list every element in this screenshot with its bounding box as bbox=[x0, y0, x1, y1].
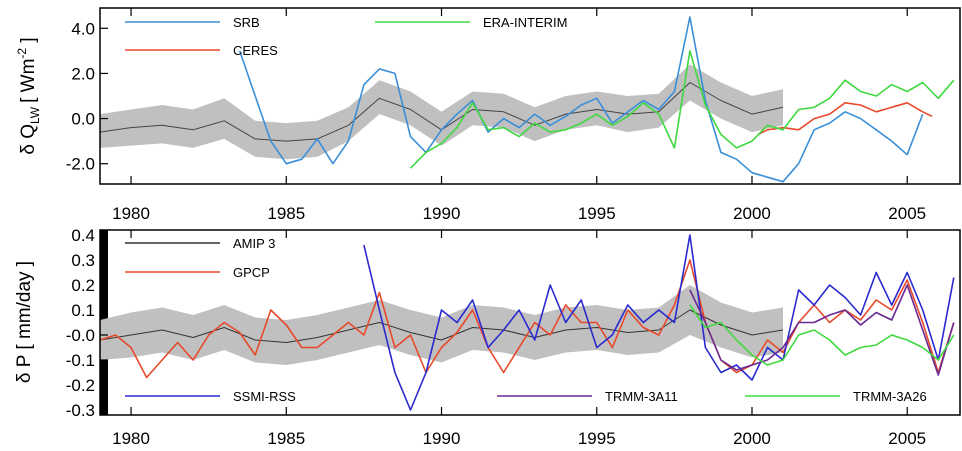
x-tick-label: 2005 bbox=[888, 429, 926, 448]
lw-series-lines bbox=[99, 16, 955, 183]
series-line-trmm26 bbox=[689, 304, 955, 366]
y-tick-label: -0.1 bbox=[66, 351, 95, 370]
x-tick-label: 2000 bbox=[733, 429, 771, 448]
y-tick-label: -2.0 bbox=[66, 155, 95, 174]
y-tick-label: 0.2 bbox=[71, 276, 95, 295]
series-line-trmm11 bbox=[689, 284, 955, 376]
legend-label: ERA-INTERIM bbox=[483, 15, 568, 30]
precip-legend: AMIP 3 GPCP SSMI-RSS TRMM-3A11 TRMM-3A26 bbox=[125, 236, 927, 404]
precip-y-axis-label: δ P [ mm/day ] bbox=[14, 261, 35, 383]
y-tick-label: 0.4 bbox=[71, 226, 95, 245]
y-tick-label: 4.0 bbox=[71, 19, 95, 38]
x-tick-label: 1985 bbox=[267, 204, 305, 223]
y-tick-label: 0.3 bbox=[71, 251, 95, 270]
x-tick-label: 1980 bbox=[112, 429, 150, 448]
model-spread-band bbox=[100, 64, 783, 160]
y-tick-label: 0.0 bbox=[71, 110, 95, 129]
series-line-era bbox=[409, 50, 955, 169]
lw-plot-frame bbox=[99, 7, 961, 185]
lw-model-spread-band bbox=[100, 64, 783, 160]
legend-label: GPCP bbox=[233, 265, 270, 280]
model-spread-band bbox=[100, 285, 783, 365]
precip-panel: 1980 1985 1990 1995 2000 2005 -0.3 -0.2 -0.1 -0.0… bbox=[14, 226, 961, 448]
lw-flux-panel: 1980 1985 1990 1995 2000 2005 -2.0 0.0 2.0 4.0 δ … bbox=[15, 7, 961, 223]
lw-axes: 1980 1985 1990 1995 2000 2005 -2.0 0.0 2.0 4.0 bbox=[66, 8, 926, 223]
x-tick-label: 1980 bbox=[112, 204, 150, 223]
y-tick-label: 2.0 bbox=[71, 64, 95, 83]
legend-label: TRMM-3A26 bbox=[853, 389, 927, 404]
precip-plot-frame bbox=[99, 229, 961, 416]
legend-label: AMIP 3 bbox=[233, 236, 275, 251]
lw-legend: SRB ERA-INTERIM CERES bbox=[125, 15, 568, 58]
series-line-ssmi bbox=[363, 234, 955, 411]
legend-label: TRMM-3A11 bbox=[605, 389, 678, 404]
x-tick-label: 1985 bbox=[267, 429, 305, 448]
y-tick-label: 0.1 bbox=[71, 301, 95, 320]
y-tick-label: -0.2 bbox=[66, 376, 95, 395]
y-tick-label: -0.0 bbox=[66, 326, 95, 345]
x-tick-label: 2000 bbox=[733, 204, 771, 223]
x-tick-label: 1990 bbox=[423, 204, 461, 223]
lw-y-axis-label: δ QLW[ Wm-2 ] bbox=[15, 37, 42, 154]
y-tick-label: -0.3 bbox=[66, 401, 95, 420]
legend-label: CERES bbox=[233, 43, 278, 58]
series-line-srb bbox=[238, 16, 924, 183]
series-line-gpcp bbox=[99, 259, 955, 379]
x-tick-label: 1995 bbox=[578, 204, 616, 223]
precip-model-spread-band bbox=[100, 285, 783, 365]
legend-label: SSMI-RSS bbox=[233, 389, 296, 404]
x-tick-label: 2005 bbox=[888, 204, 926, 223]
x-tick-label: 1990 bbox=[423, 429, 461, 448]
precip-axes: 1980 1985 1990 1995 2000 2005 -0.3 -0.2 -0.1 -0.0… bbox=[66, 226, 926, 448]
x-tick-label: 1995 bbox=[578, 429, 616, 448]
legend-label: SRB bbox=[233, 15, 260, 30]
series-line-ceres bbox=[757, 102, 933, 136]
precip-series-lines bbox=[99, 234, 955, 411]
